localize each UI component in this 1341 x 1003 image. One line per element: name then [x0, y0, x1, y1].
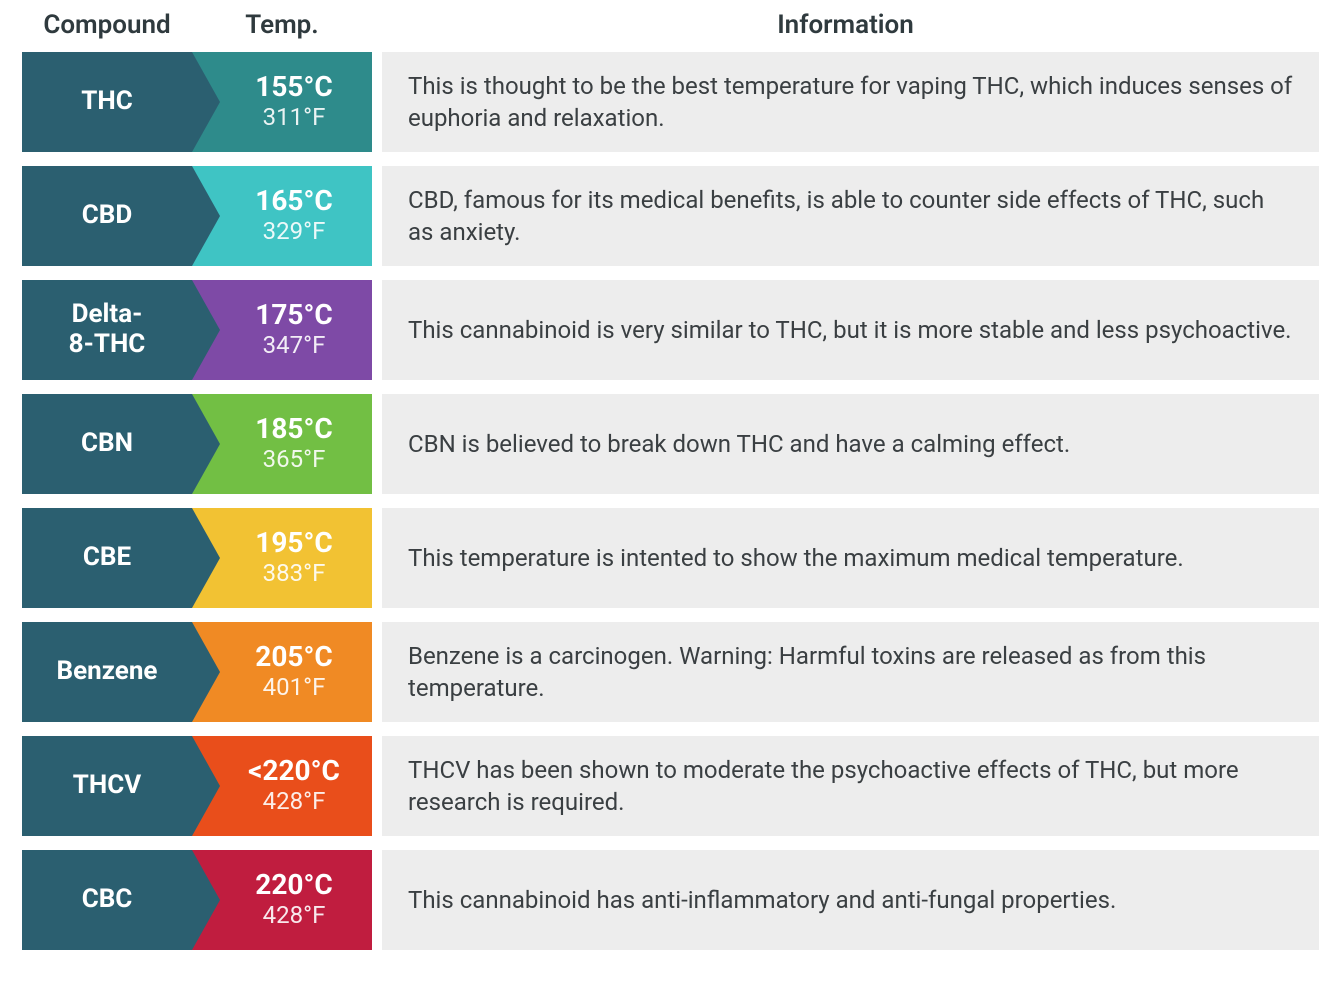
temp-celsius: 220°C — [255, 870, 332, 901]
temp-fahrenheit: 383°F — [263, 559, 326, 588]
compound-cell: CBE — [22, 508, 192, 608]
table-row: CBC 220°C428°F This cannabinoid has anti-i… — [22, 850, 1319, 950]
info-cell: This is thought to be the best temperatu… — [382, 52, 1319, 152]
compound-cell: THC — [22, 52, 192, 152]
table-row: CBN 185°C365°F CBN is believed to break do… — [22, 394, 1319, 494]
temp-celsius: 165°C — [255, 186, 332, 217]
compound-cell: CBD — [22, 166, 192, 266]
info-cell: This cannabinoid is very similar to THC,… — [382, 280, 1319, 380]
temp-fahrenheit: 329°F — [263, 217, 326, 246]
compound-cell: Benzene — [22, 622, 192, 722]
table-row: Delta-8-THC 175°C347°F This cannabinoid is… — [22, 280, 1319, 380]
table-header-row: Compound Temp. Information — [22, 10, 1319, 40]
temp-celsius: 205°C — [255, 642, 332, 673]
info-cell: CBD, famous for its medical benefits, is… — [382, 166, 1319, 266]
info-cell: Benzene is a carcinogen. Warning: Harmfu… — [382, 622, 1319, 722]
compound-cell: Delta-8-THC — [22, 280, 192, 380]
temp-fahrenheit: 428°F — [263, 787, 326, 816]
temp-celsius: 155°C — [255, 72, 332, 103]
compound-cell: CBN — [22, 394, 192, 494]
table-row: THCV <220°C428°F THCV has been shown to mo… — [22, 736, 1319, 836]
table-row: Benzene 205°C401°F Benzene is a carcinogen… — [22, 622, 1319, 722]
table-body: THC 155°C311°F This is thought to be the b… — [22, 52, 1319, 950]
temp-celsius: 195°C — [255, 528, 332, 559]
header-compound: Compound — [22, 10, 192, 40]
table-row: CBE 195°C383°F This temperature is intente… — [22, 508, 1319, 608]
info-cell: THCV has been shown to moderate the psyc… — [382, 736, 1319, 836]
temp-fahrenheit: 365°F — [263, 445, 326, 474]
compound-cell: CBC — [22, 850, 192, 950]
temp-fahrenheit: 311°F — [263, 103, 326, 132]
header-info: Information — [372, 10, 1319, 40]
info-cell: This cannabinoid has anti-inflammatory a… — [382, 850, 1319, 950]
temp-fahrenheit: 347°F — [263, 331, 326, 360]
compound-cell: THCV — [22, 736, 192, 836]
table-row: THC 155°C311°F This is thought to be the b… — [22, 52, 1319, 152]
header-temp: Temp. — [192, 10, 372, 40]
table-row: CBD 165°C329°F CBD, famous for its medical… — [22, 166, 1319, 266]
temp-celsius: 175°C — [255, 300, 332, 331]
temp-celsius: 185°C — [255, 414, 332, 445]
info-cell: This temperature is intented to show the… — [382, 508, 1319, 608]
temp-fahrenheit: 428°F — [263, 901, 326, 930]
temp-celsius: <220°C — [248, 756, 340, 787]
info-cell: CBN is believed to break down THC and ha… — [382, 394, 1319, 494]
temp-fahrenheit: 401°F — [263, 673, 326, 702]
